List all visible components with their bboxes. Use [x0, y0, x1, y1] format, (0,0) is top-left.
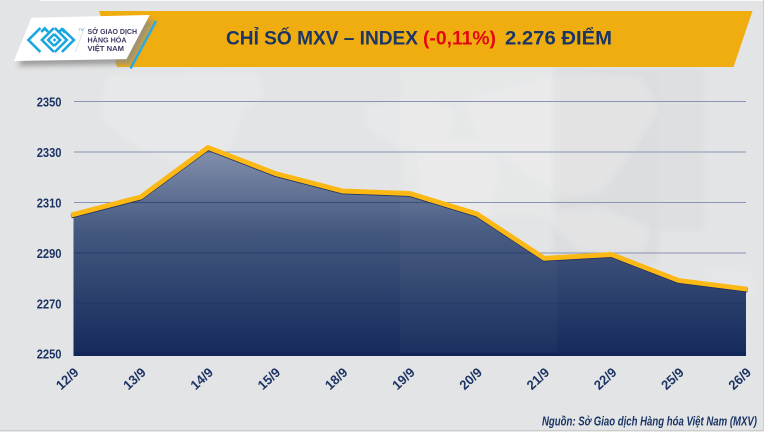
svg-text:(-0,11%): (-0,11%) [423, 28, 496, 50]
svg-text:CHỈ SỐ MXV – INDEX: CHỈ SỐ MXV – INDEX [226, 26, 418, 50]
svg-text:VIỆT NAM: VIỆT NAM [88, 44, 125, 53]
svg-text:2350: 2350 [37, 94, 62, 109]
svg-text:2330: 2330 [37, 145, 62, 160]
svg-text:2290: 2290 [37, 246, 62, 261]
svg-text:SỞ GIAO DỊCH: SỞ GIAO DỊCH [88, 27, 138, 36]
svg-text:2310: 2310 [37, 195, 62, 210]
svg-text:TM: TM [79, 28, 84, 32]
svg-text:HÀNG HÓA: HÀNG HÓA [88, 36, 127, 45]
svg-text:Nguồn: Sở Giao dịch Hàng hóa V: Nguồn: Sở Giao dịch Hàng hóa Việt Nam (M… [542, 413, 757, 428]
svg-text:2250: 2250 [37, 346, 62, 361]
svg-text:2270: 2270 [37, 296, 62, 311]
svg-text:2.276 ĐIỂM: 2.276 ĐIỂM [505, 27, 612, 50]
